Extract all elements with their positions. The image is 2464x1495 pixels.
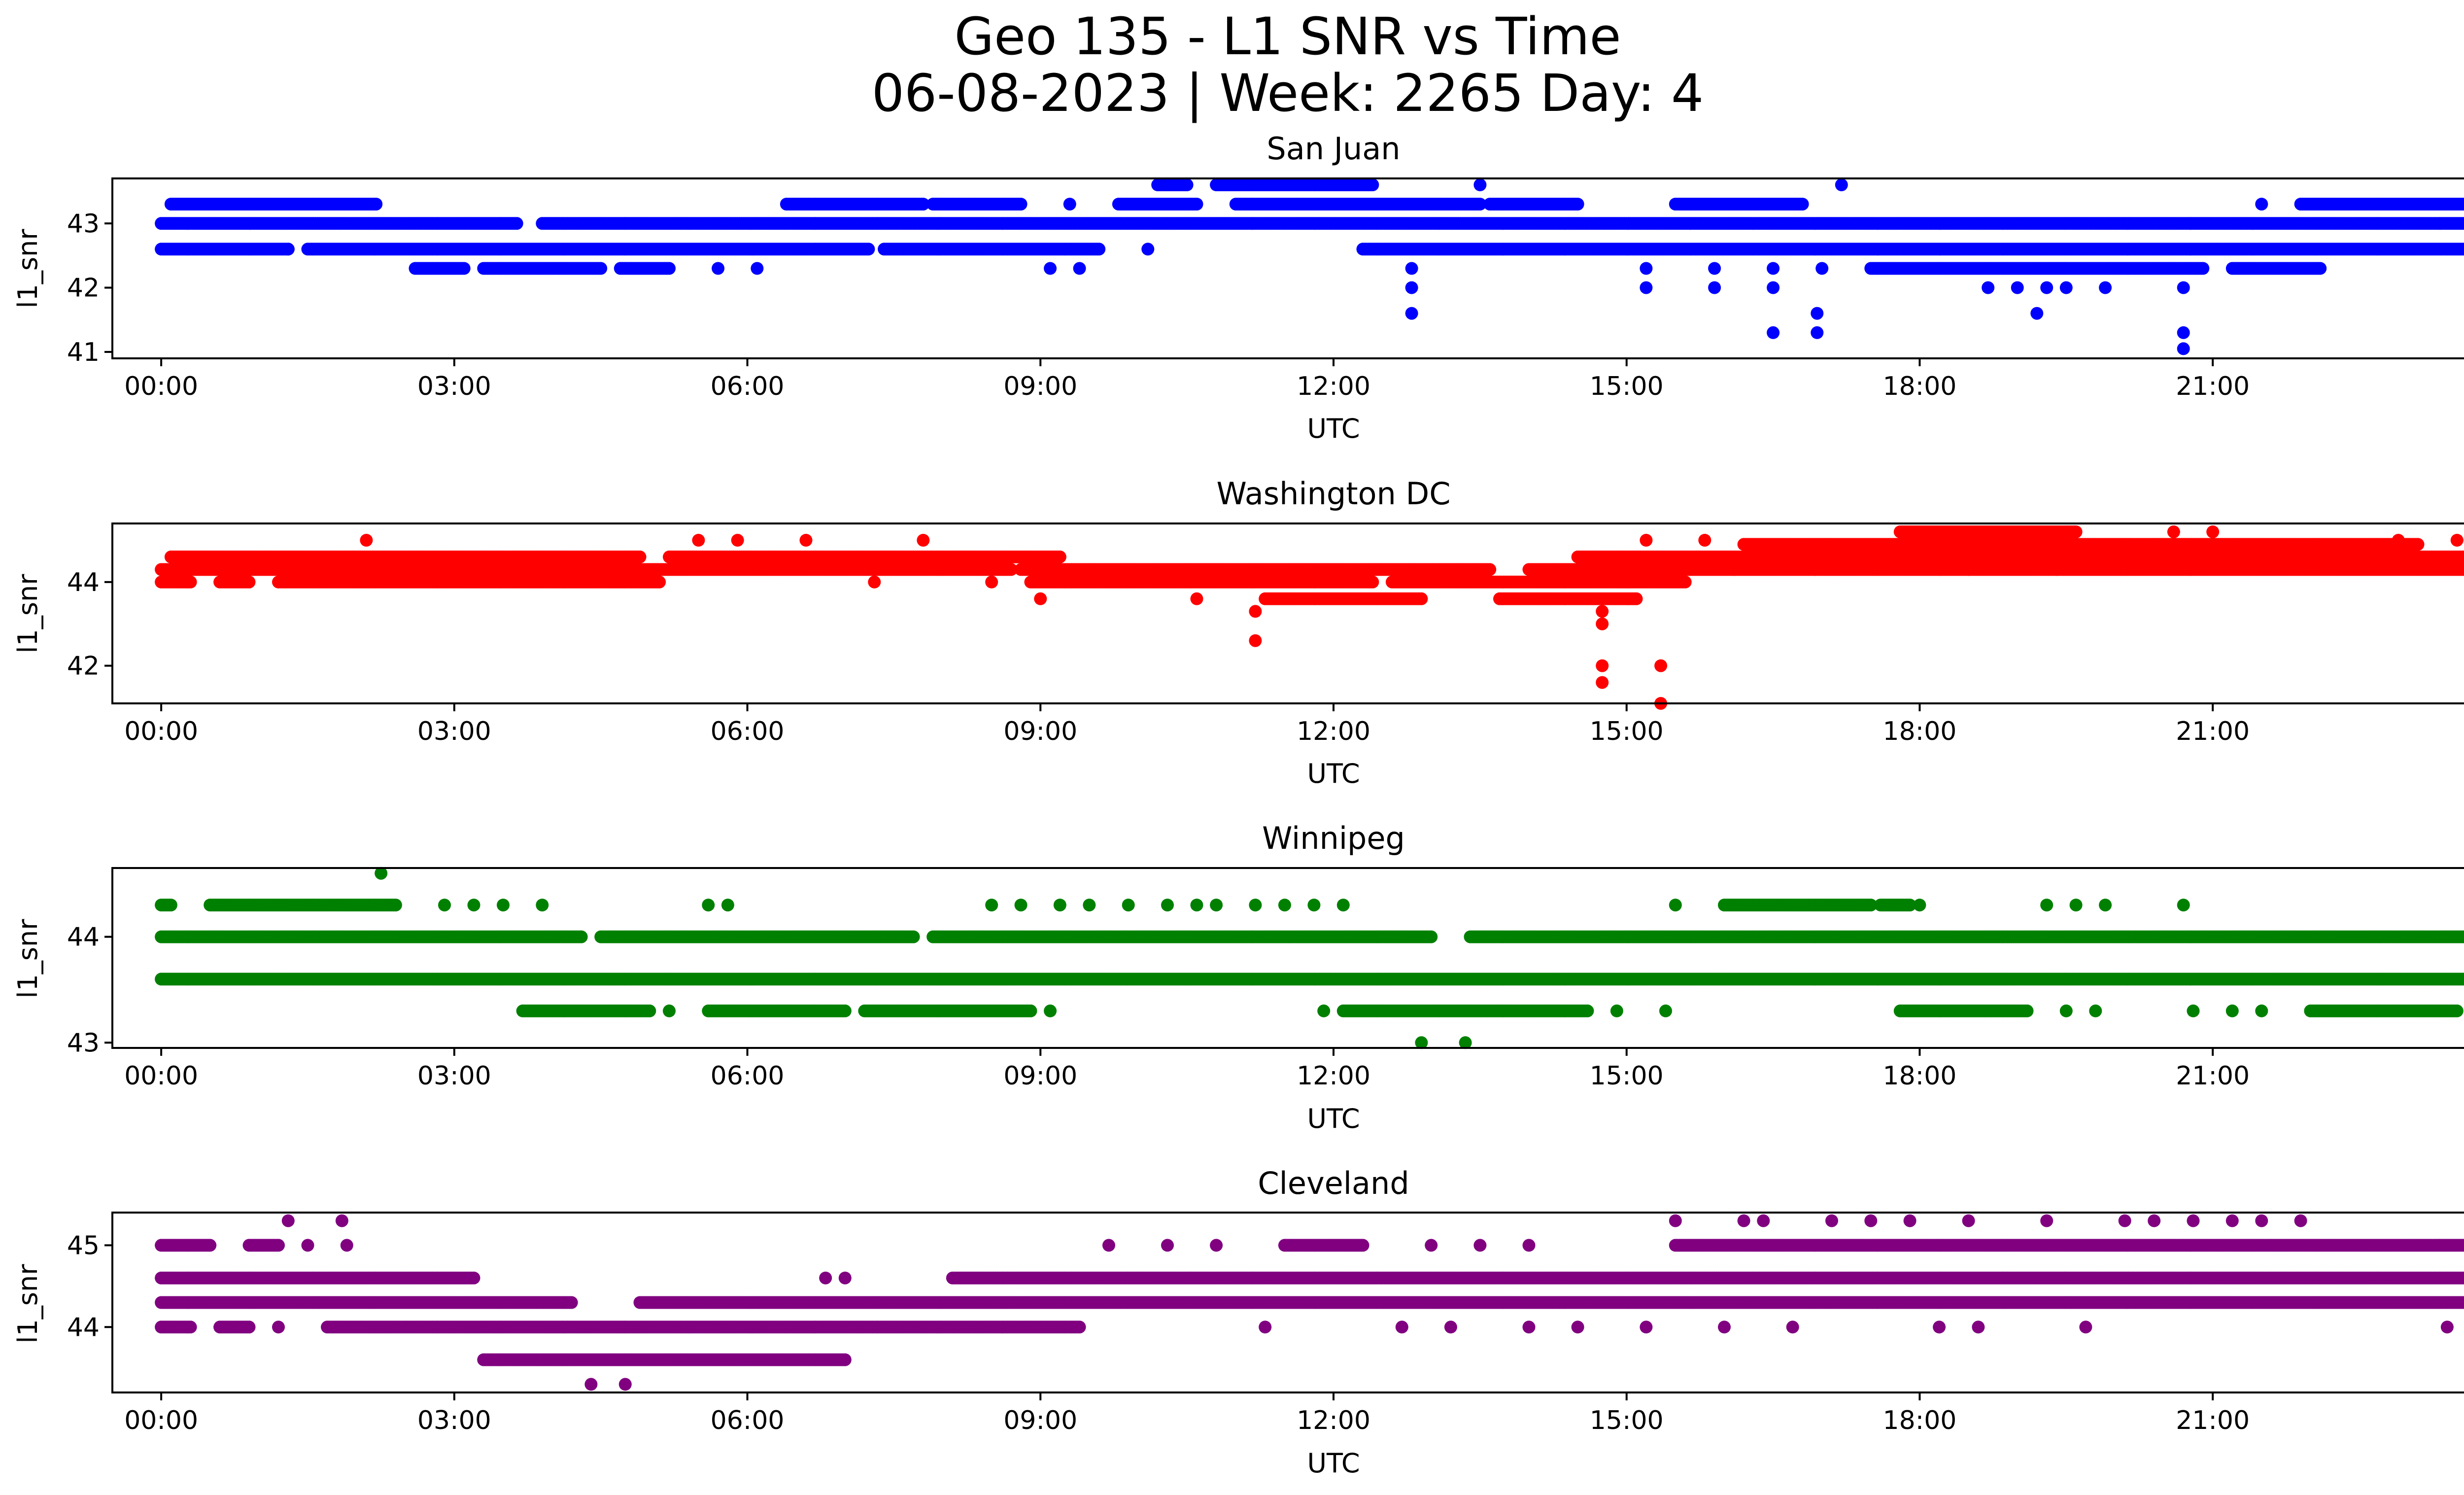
data-point (457, 262, 471, 275)
x-tick-label: 09:00 (1003, 372, 1077, 401)
data-point (1093, 243, 1106, 256)
data-point (1405, 262, 1418, 275)
y-tick-label: 43 (67, 209, 100, 239)
x-tick-label: 06:00 (711, 372, 785, 401)
y-tick-label: 41 (67, 338, 100, 367)
subplot-title: Washington DC (1216, 476, 1450, 512)
x-tick-label: 03:00 (417, 372, 491, 401)
data-point (594, 262, 608, 275)
data-point (1708, 262, 1721, 275)
data-point (1811, 326, 1824, 339)
data-point (862, 243, 875, 256)
x-tick-label: 12:00 (1297, 372, 1370, 401)
data-point (1708, 281, 1721, 294)
y-axis-label: l1_snr (12, 229, 43, 309)
x-tick-label: 18:00 (1883, 372, 1957, 401)
data-point (1190, 198, 1203, 211)
data-point (1141, 243, 1155, 256)
data-point (2177, 281, 2190, 294)
data-point (1366, 575, 1379, 589)
data-point (2177, 326, 2190, 339)
figure-title-line1: Geo 135 - L1 SNR vs Time (954, 6, 1621, 67)
data-point (1796, 198, 1809, 211)
data-point (2314, 262, 2327, 275)
y-tick-label: 42 (67, 274, 100, 303)
y-axis-label: l1_snr (12, 574, 43, 654)
subplot-san-juan: San Juan UTC l1_snr 00:00 03:00 06:00 09:00… (12, 131, 2464, 444)
plot-area: 00:00 03:00 06:00 09:00 12:00 15:00 18:00 21:00… (67, 177, 2464, 401)
x-axis-label: UTC (1307, 758, 1360, 789)
data-point (653, 575, 666, 589)
x-tick-label: 00:00 (124, 372, 198, 401)
data-point (2030, 307, 2044, 320)
data-point (1483, 563, 1497, 576)
data-point (510, 217, 523, 230)
subplot-title: San Juan (1266, 131, 1400, 167)
data-point (663, 262, 676, 275)
data-point (1044, 262, 1057, 275)
data-point (2177, 342, 2190, 355)
subplot-washington-dc: Washington DC UTC l1_snr 00:00 03:00 06:00… (12, 476, 2464, 789)
data-point (1366, 178, 1379, 191)
data-point (1473, 178, 1487, 191)
data-point (1640, 262, 1653, 275)
x-axis-label: UTC (1307, 413, 1360, 444)
series-points (155, 525, 2464, 710)
data-point (1014, 198, 1027, 211)
data-point (2255, 198, 2268, 211)
data-point (1811, 307, 1824, 320)
data-point (2099, 281, 2112, 294)
data-point (1571, 198, 1584, 211)
data-point (1405, 281, 1418, 294)
data-point (1767, 326, 1780, 339)
data-point (2196, 262, 2210, 275)
data-point (1063, 198, 1076, 211)
x-tick-label: 15:00 (1590, 372, 1664, 401)
data-point (2040, 281, 2053, 294)
series-points (155, 178, 2464, 355)
data-point (1640, 281, 1653, 294)
data-point (1073, 262, 1086, 275)
data-point (2059, 281, 2073, 294)
data-point (1180, 178, 1194, 191)
data-point (712, 262, 725, 275)
data-point (2011, 281, 2024, 294)
data-point (370, 198, 383, 211)
data-point (751, 262, 764, 275)
data-point (1982, 281, 1995, 294)
data-point (1405, 307, 1418, 320)
figure-title-line2: 06-08-2023 | Week: 2265 Day: 4 (872, 63, 1704, 123)
data-point (242, 575, 256, 589)
plot-area: 00:00 03:00 06:00 09:00 12:00 15:00 18:00 21:00… (67, 522, 2464, 746)
data-point (1767, 262, 1780, 275)
data-point (184, 575, 197, 589)
data-point (1815, 262, 1829, 275)
data-point (281, 243, 295, 256)
x-tick-label: 21:00 (2176, 372, 2250, 401)
data-point (1767, 281, 1780, 294)
data-point (1835, 178, 1848, 191)
